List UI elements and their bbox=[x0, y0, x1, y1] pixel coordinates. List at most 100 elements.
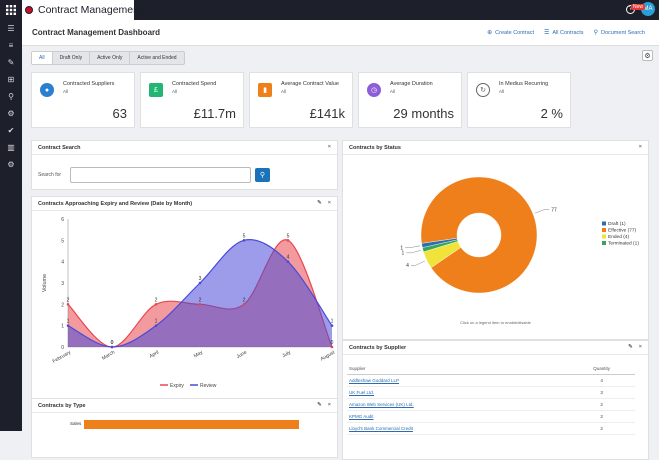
data-point[interactable] bbox=[330, 345, 334, 349]
slice-effective[interactable] bbox=[420, 176, 538, 294]
edit-icon[interactable]: ✎ bbox=[317, 402, 322, 408]
legend-swatch[interactable] bbox=[602, 221, 606, 226]
data-label: 2 bbox=[67, 297, 70, 303]
x-tick-label: April bbox=[148, 350, 160, 360]
y-tick-label: 2 bbox=[61, 302, 64, 308]
table-row: Addleshaw Goddard LLP 4 bbox=[347, 374, 635, 387]
quantity-cell: 2 bbox=[568, 398, 635, 411]
kpi-title: Contracted Suppliers bbox=[63, 81, 115, 87]
close-icon[interactable]: × bbox=[638, 144, 642, 150]
filter-active-and-ended[interactable]: Active and Ended bbox=[137, 55, 177, 61]
data-point[interactable] bbox=[154, 324, 158, 327]
quantity-cell: 4 bbox=[568, 374, 635, 387]
search-label: Search for bbox=[38, 172, 62, 178]
plus-circle-icon: ⊕ bbox=[487, 30, 493, 36]
gear-admin-icon[interactable]: ⚙ bbox=[7, 160, 15, 169]
edit-icon[interactable]: ✎ bbox=[317, 200, 322, 206]
column-header-quantity[interactable]: Quantity bbox=[568, 363, 635, 375]
search-button[interactable]: ⚲ bbox=[255, 168, 270, 182]
data-point[interactable] bbox=[286, 260, 290, 263]
slice-label: 4 bbox=[406, 263, 409, 269]
legend-swatch[interactable] bbox=[602, 228, 606, 232]
supplier-link[interactable]: Amazon Web Services (UK) Ltd. bbox=[347, 398, 569, 411]
kpi-value: £11.7m bbox=[193, 106, 236, 121]
check-circle-icon[interactable]: ✔ bbox=[7, 126, 15, 135]
gear-icon: ⚙ bbox=[644, 52, 651, 60]
library-icon[interactable]: ▥ bbox=[7, 143, 15, 152]
app-grid-icon[interactable] bbox=[0, 0, 22, 20]
legend-item-terminated[interactable]: Terminated (1) bbox=[608, 241, 639, 247]
help-icon[interactable]: ?New bbox=[626, 3, 646, 14]
x-tick-label: February bbox=[52, 349, 73, 364]
y-tick-label: 0 bbox=[61, 345, 64, 351]
data-point[interactable] bbox=[66, 303, 70, 306]
quantity-cell: 3 bbox=[568, 386, 635, 399]
add-document-icon[interactable]: ⊞ bbox=[7, 75, 15, 84]
data-point[interactable] bbox=[66, 324, 70, 327]
close-icon[interactable]: × bbox=[327, 402, 331, 408]
legend-swatch[interactable] bbox=[602, 234, 606, 239]
search-input[interactable] bbox=[70, 167, 251, 183]
slice-leader-line bbox=[534, 209, 550, 214]
close-icon[interactable]: × bbox=[638, 344, 642, 350]
data-point[interactable] bbox=[286, 239, 290, 242]
supplier-link[interactable]: Addleshaw Goddard LLP bbox=[347, 374, 569, 387]
data-point[interactable] bbox=[242, 303, 246, 306]
all-contracts-link[interactable]: ☰ All Contracts bbox=[543, 29, 584, 37]
legend-item-ended[interactable]: Ended (4) bbox=[608, 234, 629, 240]
edit-document-icon[interactable]: ✎ bbox=[7, 58, 15, 67]
legend-item-effective[interactable]: Effective (77) bbox=[608, 228, 637, 234]
close-icon[interactable]: × bbox=[327, 200, 331, 206]
data-label: 3 bbox=[199, 276, 202, 282]
type-bar[interactable] bbox=[84, 420, 299, 429]
column-header-supplier[interactable]: Supplier bbox=[347, 363, 569, 375]
list-icon[interactable]: ≡ bbox=[8, 41, 14, 50]
kpi-title: Average Duration bbox=[390, 81, 433, 87]
supplier-icon: ● bbox=[40, 83, 54, 97]
dashboard-settings-button[interactable]: ⚙ bbox=[642, 50, 653, 61]
list-icon: ☰ bbox=[543, 30, 550, 36]
data-point[interactable] bbox=[198, 281, 202, 285]
series-area-review[interactable] bbox=[68, 239, 332, 347]
data-point[interactable] bbox=[110, 345, 114, 349]
data-label: 0 bbox=[331, 340, 334, 346]
legend-item-review[interactable]: Review bbox=[200, 383, 217, 389]
edit-icon[interactable]: ✎ bbox=[628, 344, 633, 350]
data-point[interactable] bbox=[198, 303, 202, 306]
supplier-link[interactable]: Lloyd's Bank Commercial Credit bbox=[347, 422, 569, 435]
legend-swatch[interactable] bbox=[602, 241, 606, 245]
data-label: 0 bbox=[111, 340, 114, 346]
x-tick-label: May bbox=[193, 349, 205, 359]
kpi-title: Average Contract Value bbox=[281, 81, 339, 87]
data-label: 1 bbox=[67, 319, 70, 325]
slice-terminated[interactable] bbox=[422, 239, 459, 253]
filter-all[interactable]: All bbox=[32, 52, 53, 64]
kpi-sub: All bbox=[499, 89, 505, 94]
close-icon[interactable]: × bbox=[327, 144, 331, 150]
y-tick-label: 6 bbox=[61, 217, 64, 223]
create-contract-link[interactable]: ⊕ Create Contract bbox=[487, 29, 534, 37]
data-point[interactable] bbox=[242, 239, 246, 242]
supplier-link[interactable]: KPMG Audit bbox=[347, 410, 569, 423]
filter-draft-only[interactable]: Draft Only bbox=[53, 52, 91, 64]
menu-icon[interactable]: ☰ bbox=[7, 24, 15, 33]
data-point[interactable] bbox=[330, 324, 334, 327]
document-search-link[interactable]: ⚲ Document Search bbox=[593, 29, 645, 37]
data-label: 2 bbox=[243, 297, 246, 303]
legend-item-expiry[interactable]: Expiry bbox=[170, 383, 184, 389]
data-label: 5 bbox=[243, 233, 246, 239]
table-row: KPMG Audit 2 bbox=[347, 410, 635, 423]
app-title-tab[interactable]: Contract Management bbox=[22, 0, 142, 20]
app-logo bbox=[25, 3, 33, 17]
status-filter-group: All Draft Only Active Only Active and En… bbox=[31, 51, 185, 65]
filter-active-only[interactable]: Active Only bbox=[90, 52, 131, 64]
chart-hint: Click on a legend item to enable/disable bbox=[460, 320, 531, 325]
contract-search-panel: Contract Search × Search for ⚲ bbox=[31, 140, 338, 190]
supplier-link[interactable]: UK Fuel Ltd. bbox=[347, 386, 569, 399]
settings-icon[interactable]: ⚙ bbox=[7, 109, 15, 118]
data-point[interactable] bbox=[154, 303, 158, 306]
legend-item-draft[interactable]: Draft (1) bbox=[608, 221, 626, 227]
coins-icon: ▮ bbox=[258, 83, 272, 97]
data-label: 1 bbox=[331, 319, 334, 325]
search-icon[interactable]: ⚲ bbox=[8, 92, 14, 101]
